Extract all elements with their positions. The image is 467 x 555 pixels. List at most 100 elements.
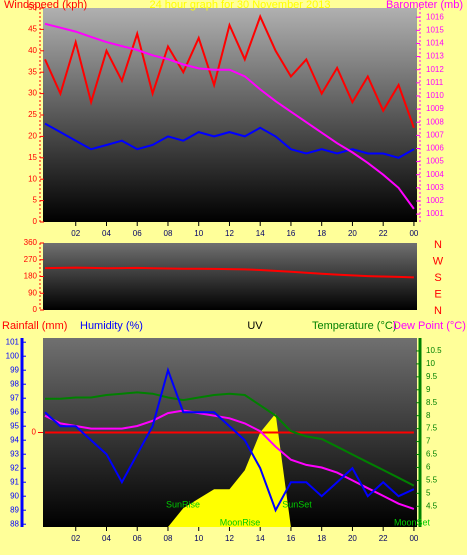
compass-label: S [434,272,441,284]
y-tick-label: 40 [28,46,37,55]
y2-tick-label: 1005 [426,157,444,166]
y-tick-label: 50 [28,3,37,12]
event-label: MoonSet [394,517,431,527]
y-tick-label: 90 [28,288,37,297]
x-tick-label: 06 [133,534,142,543]
y-tick-label: 30 [28,89,37,98]
y2-tick-label: 7 [426,437,431,446]
y-tick-label: 0 [33,217,38,226]
series-line [44,13,415,129]
y2-tick-label: 1015 [426,25,444,34]
axis-label: Windspeed (kph) [4,0,87,11]
x-tick-label: 16 [286,229,295,238]
y-tick-label: 25 [28,110,37,119]
x-tick-label: 12 [225,534,234,543]
series-line [44,122,415,159]
y-tick-label: 5 [33,196,38,205]
x-tick-label: 12 [225,229,234,238]
y-tick-label: 95 [10,421,19,430]
x-tick-label: 22 [379,229,388,238]
y-tick-label: 15 [28,153,37,162]
series-line [44,366,415,513]
x-tick-label: 00 [409,229,418,238]
y2-tick-label: 1016 [426,12,444,21]
y-tick-label: 101 [6,337,20,346]
y2-tick-label: 1002 [426,196,444,205]
y2-tick-label: 1013 [426,52,444,61]
y2-tick-label: 9 [426,385,431,394]
y2-tick-label: 9.5 [426,372,438,381]
y2-tick-label: 1014 [426,39,444,48]
x-tick-label: 06 [133,229,142,238]
y-tick-label: 94 [10,435,19,444]
series-line [45,391,415,487]
y-tick-label: 360 [24,238,38,247]
y2-tick-label: 7.5 [426,424,438,433]
event-label: SunSet [282,499,312,509]
compass-label: N [434,239,442,251]
y2-tick-label: 1001 [426,209,444,218]
x-tick-label: 22 [379,534,388,543]
y-tick-label: 89 [10,505,19,514]
x-tick-label: 02 [71,229,80,238]
y-tick-label: 88 [10,519,19,528]
x-tick-label: 18 [317,534,326,543]
y-tick-label: 270 [24,255,38,264]
x-tick-label: 04 [102,534,111,543]
rain-tick-label: 0 [32,428,37,437]
y-tick-label: 96 [10,407,19,416]
x-tick-label: 08 [164,229,173,238]
y2-tick-label: 1007 [426,130,444,139]
x-tick-label: 00 [409,534,418,543]
y2-tick-label: 10 [426,359,435,368]
series-line [44,266,414,279]
x-tick-label: 10 [194,534,203,543]
uv-area [45,413,414,527]
y-tick-label: 180 [24,272,38,281]
y2-tick-label: 5.5 [426,476,438,485]
x-tick-label: 10 [194,229,203,238]
x-tick-label: 16 [286,534,295,543]
y2-tick-label: 4.5 [426,501,438,510]
y-tick-label: 99 [10,365,19,374]
x-tick-label: 14 [256,534,265,543]
y2-tick-label: 8 [426,411,431,420]
axis-label: Humidity (%) [80,320,143,332]
x-tick-label: 02 [71,534,80,543]
axis-label: Rainfall (mm) [2,320,67,332]
y-tick-label: 0 [33,305,38,314]
y2-tick-label: 1004 [426,170,444,179]
x-tick-label: 20 [348,229,357,238]
plot-area [43,8,417,222]
compass-label: N [434,305,442,317]
x-tick-label: 20 [348,534,357,543]
y2-tick-label: 1010 [426,91,444,100]
y2-tick-label: 1011 [426,78,444,87]
y-tick-label: 91 [10,477,19,486]
compass-label: E [434,288,441,300]
chart-title: 24 hour graph for 30 November 2013 [149,0,330,11]
y-tick-label: 100 [6,351,20,360]
x-tick-label: 04 [102,229,111,238]
y2-tick-label: 8.5 [426,398,438,407]
y-tick-label: 90 [10,491,19,500]
compass-label: W [433,255,444,267]
axis-label: UV [247,320,263,332]
y2-tick-label: 6 [426,463,431,472]
y-tick-label: 93 [10,449,19,458]
x-tick-label: 14 [256,229,265,238]
x-tick-label: 18 [317,229,326,238]
y2-tick-label: 6.5 [426,450,438,459]
series-line [44,22,415,210]
y2-tick-label: 10.5 [426,346,442,355]
event-label: MoonRise [220,517,261,527]
y-tick-label: 35 [28,67,37,76]
y-tick-label: 98 [10,379,19,388]
axis-label: Barometer (mb) [386,0,463,11]
y2-tick-label: 5 [426,488,431,497]
y-tick-label: 92 [10,463,19,472]
series-line [44,409,415,510]
y2-tick-label: 1003 [426,183,444,192]
axis-label: Dew Point (°C) [393,320,466,332]
